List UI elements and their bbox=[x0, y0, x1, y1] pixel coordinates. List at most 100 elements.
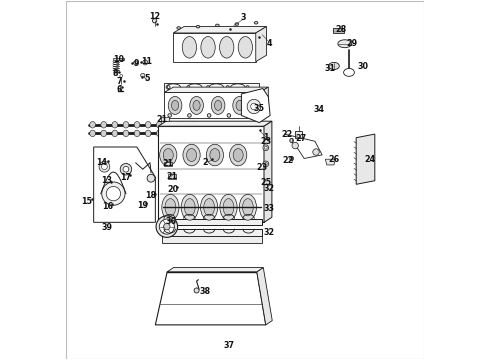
Text: 3: 3 bbox=[241, 13, 246, 22]
Ellipse shape bbox=[236, 100, 243, 111]
Ellipse shape bbox=[329, 62, 339, 69]
Ellipse shape bbox=[239, 194, 256, 220]
Text: 35: 35 bbox=[253, 104, 264, 113]
Ellipse shape bbox=[133, 61, 138, 64]
Ellipse shape bbox=[123, 122, 129, 128]
Ellipse shape bbox=[164, 224, 170, 230]
Text: 13: 13 bbox=[101, 176, 112, 185]
Text: 6: 6 bbox=[116, 85, 122, 94]
Polygon shape bbox=[242, 89, 270, 123]
Text: 1: 1 bbox=[263, 133, 269, 142]
Ellipse shape bbox=[179, 122, 184, 128]
Text: 23: 23 bbox=[260, 137, 271, 146]
Text: 9: 9 bbox=[134, 59, 140, 68]
Text: 39: 39 bbox=[101, 223, 112, 232]
Text: 15: 15 bbox=[81, 197, 92, 206]
Polygon shape bbox=[155, 272, 266, 325]
Ellipse shape bbox=[179, 130, 184, 136]
Ellipse shape bbox=[184, 199, 195, 216]
Polygon shape bbox=[325, 159, 335, 165]
Ellipse shape bbox=[210, 149, 220, 162]
Text: 30: 30 bbox=[357, 62, 368, 71]
Text: 29: 29 bbox=[346, 39, 357, 48]
Text: 21: 21 bbox=[156, 114, 168, 123]
Text: 25: 25 bbox=[260, 177, 271, 186]
Polygon shape bbox=[158, 121, 272, 126]
Ellipse shape bbox=[263, 161, 269, 167]
Polygon shape bbox=[264, 121, 272, 222]
Text: 28: 28 bbox=[336, 25, 347, 34]
Ellipse shape bbox=[101, 130, 107, 136]
Polygon shape bbox=[356, 134, 375, 184]
Ellipse shape bbox=[120, 163, 132, 175]
Ellipse shape bbox=[146, 122, 151, 128]
Ellipse shape bbox=[230, 144, 247, 166]
Polygon shape bbox=[162, 229, 262, 236]
Ellipse shape bbox=[190, 130, 196, 136]
Ellipse shape bbox=[143, 60, 148, 65]
Ellipse shape bbox=[101, 164, 107, 170]
Ellipse shape bbox=[243, 199, 253, 216]
Text: 14: 14 bbox=[96, 158, 107, 167]
Text: 16: 16 bbox=[102, 202, 114, 211]
Ellipse shape bbox=[147, 174, 155, 182]
Ellipse shape bbox=[102, 182, 125, 205]
Ellipse shape bbox=[220, 194, 237, 220]
Ellipse shape bbox=[233, 96, 246, 114]
Text: 20: 20 bbox=[167, 185, 178, 194]
Ellipse shape bbox=[168, 114, 172, 117]
Ellipse shape bbox=[231, 84, 245, 90]
Ellipse shape bbox=[194, 288, 199, 293]
Text: 4: 4 bbox=[267, 39, 272, 48]
Text: 31: 31 bbox=[325, 64, 336, 73]
Ellipse shape bbox=[106, 186, 121, 201]
Text: 12: 12 bbox=[149, 12, 160, 21]
Ellipse shape bbox=[101, 122, 107, 128]
Ellipse shape bbox=[190, 96, 203, 114]
Ellipse shape bbox=[188, 114, 191, 117]
Ellipse shape bbox=[134, 130, 140, 136]
Ellipse shape bbox=[163, 149, 173, 162]
Ellipse shape bbox=[112, 130, 118, 136]
Ellipse shape bbox=[235, 23, 239, 25]
Polygon shape bbox=[161, 117, 169, 121]
Ellipse shape bbox=[190, 122, 196, 128]
Text: 22: 22 bbox=[282, 156, 294, 165]
Ellipse shape bbox=[167, 86, 170, 89]
Ellipse shape bbox=[181, 194, 198, 220]
Polygon shape bbox=[158, 126, 264, 222]
Ellipse shape bbox=[265, 146, 267, 149]
Ellipse shape bbox=[313, 149, 319, 155]
Text: 8: 8 bbox=[112, 69, 118, 78]
Ellipse shape bbox=[204, 199, 215, 216]
Text: 26: 26 bbox=[328, 156, 340, 165]
Ellipse shape bbox=[343, 68, 354, 76]
Ellipse shape bbox=[254, 22, 258, 24]
Ellipse shape bbox=[207, 114, 211, 117]
Text: 21: 21 bbox=[162, 159, 173, 168]
Ellipse shape bbox=[152, 19, 157, 23]
Polygon shape bbox=[295, 131, 302, 138]
Text: 32: 32 bbox=[264, 228, 275, 237]
Ellipse shape bbox=[216, 24, 219, 27]
Polygon shape bbox=[113, 58, 124, 60]
Ellipse shape bbox=[182, 37, 196, 58]
Ellipse shape bbox=[200, 194, 218, 220]
Text: 22: 22 bbox=[282, 130, 293, 139]
Ellipse shape bbox=[290, 138, 294, 143]
Ellipse shape bbox=[168, 96, 182, 114]
Ellipse shape bbox=[159, 219, 174, 234]
Ellipse shape bbox=[90, 130, 96, 136]
Polygon shape bbox=[173, 33, 256, 62]
Text: 32: 32 bbox=[264, 184, 275, 193]
Polygon shape bbox=[167, 267, 263, 272]
Ellipse shape bbox=[188, 84, 202, 90]
Text: 18: 18 bbox=[146, 191, 157, 200]
Ellipse shape bbox=[156, 122, 162, 128]
Polygon shape bbox=[173, 27, 267, 33]
Ellipse shape bbox=[134, 122, 140, 128]
Ellipse shape bbox=[90, 122, 96, 128]
Polygon shape bbox=[162, 236, 262, 243]
Ellipse shape bbox=[233, 149, 243, 162]
Text: 34: 34 bbox=[313, 105, 324, 114]
